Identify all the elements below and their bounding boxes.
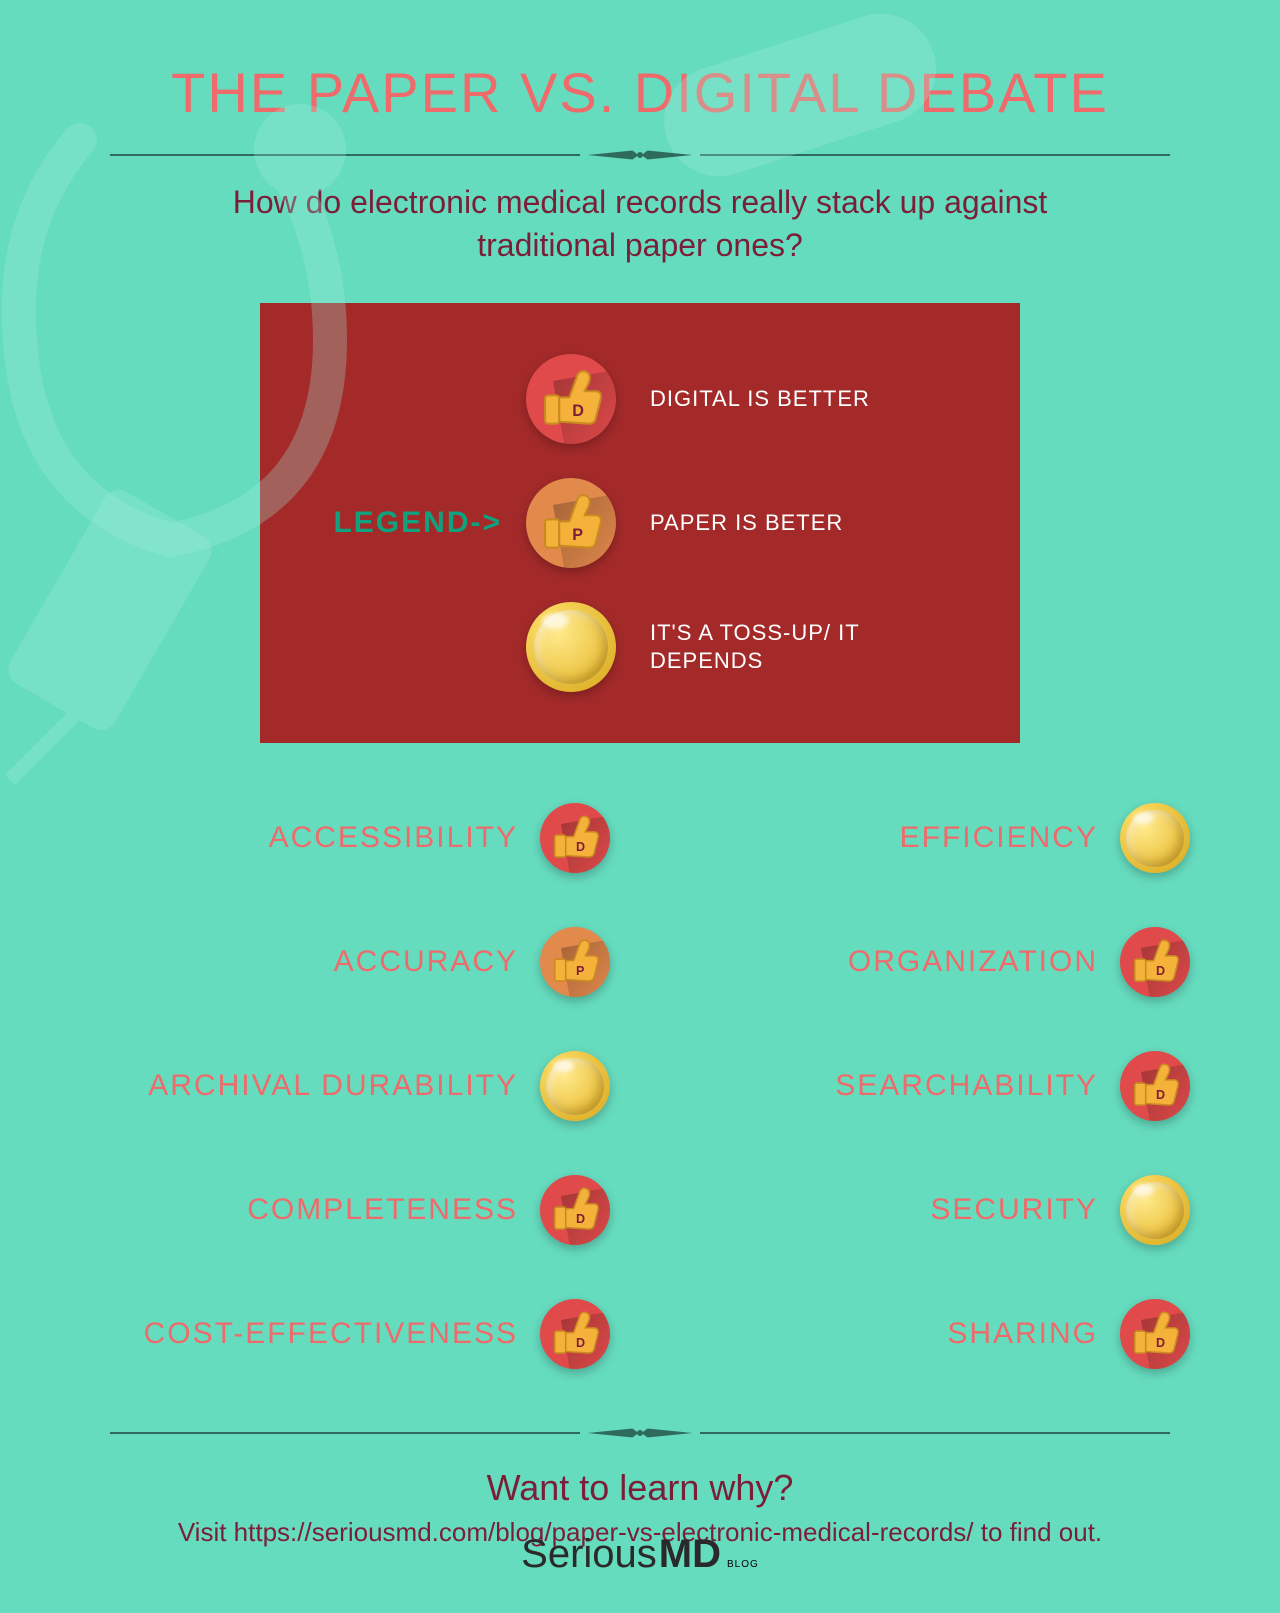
legend-text: PAPER IS BETER [650,509,880,538]
category-label: ARCHIVAL DURABILITY [148,1069,518,1103]
category-row: EFFICIENCY [670,803,1190,873]
digital-thumb-icon: D [1120,1051,1190,1121]
category-row: ACCESSIBILITY D [90,803,610,873]
paper-thumb-icon: P [526,478,616,568]
brand-part1: Serious [521,1532,657,1577]
digital-thumb-icon: D [1120,927,1190,997]
category-label: EFFICIENCY [900,821,1098,855]
category-label: ACCESSIBILITY [269,821,518,855]
divider-ornament [580,147,700,163]
legend-box: LEGEND-> D DIGITAL IS BETTER P PAPER IS BE… [260,303,1020,743]
divider-top [110,147,1170,163]
category-row: COST-EFFECTIVENESS D [90,1299,610,1369]
category-row: SECURITY [670,1175,1190,1245]
cta-title: Want to learn why? [0,1467,1280,1509]
brand-logo: Serious MD BLOG [0,1532,1280,1577]
categories-col-left: ACCESSIBILITY D ACCURACY P ARCHIVAL DURABI… [90,803,610,1369]
digital-thumb-icon: D [1120,1299,1190,1369]
category-row: ACCURACY P [90,927,610,997]
legend-row: P PAPER IS BETER [526,478,880,568]
legend-label: LEGEND-> [292,506,502,540]
infographic-page: THE PAPER VS. DIGITAL DEBATE How do elec… [0,0,1280,1613]
category-row: ORGANIZATION D [670,927,1190,997]
divider-ornament [580,1425,700,1441]
brand-part2: MD [659,1532,721,1577]
legend-text: IT'S A TOSS-UP/ IT DEPENDS [650,619,880,676]
brand-blog: BLOG [727,1559,759,1570]
page-subtitle: How do electronic medical records really… [190,181,1090,267]
legend-text: DIGITAL IS BETTER [650,385,880,414]
legend-row: D DIGITAL IS BETTER [526,354,880,444]
category-row: SHARING D [670,1299,1190,1369]
legend-row: IT'S A TOSS-UP/ IT DEPENDS [526,602,880,692]
category-row: SEARCHABILITY D [670,1051,1190,1121]
paper-thumb-icon: P [540,927,610,997]
category-row: COMPLETENESS D [90,1175,610,1245]
page-title: THE PAPER VS. DIGITAL DEBATE [0,0,1280,125]
digital-thumb-icon: D [526,354,616,444]
digital-thumb-icon: D [540,803,610,873]
category-label: SHARING [947,1317,1098,1351]
category-label: SEARCHABILITY [835,1069,1098,1103]
coin-icon [1120,803,1190,873]
category-label: COST-EFFECTIVENESS [144,1317,518,1351]
coin-icon [540,1051,610,1121]
category-label: SECURITY [930,1193,1098,1227]
digital-thumb-icon: D [540,1299,610,1369]
category-label: COMPLETENESS [247,1193,518,1227]
categories-col-right: EFFICIENCYORGANIZATION DSEARCHABILITY DS… [670,803,1190,1369]
digital-thumb-icon: D [540,1175,610,1245]
categories: ACCESSIBILITY D ACCURACY P ARCHIVAL DURABI… [90,803,1190,1369]
category-label: ACCURACY [334,945,518,979]
divider-bottom [110,1425,1170,1441]
coin-icon [1120,1175,1190,1245]
category-row: ARCHIVAL DURABILITY [90,1051,610,1121]
legend-items: D DIGITAL IS BETTER P PAPER IS BETER IT'S A… [526,354,880,692]
coin-icon [526,602,616,692]
category-label: ORGANIZATION [848,945,1098,979]
